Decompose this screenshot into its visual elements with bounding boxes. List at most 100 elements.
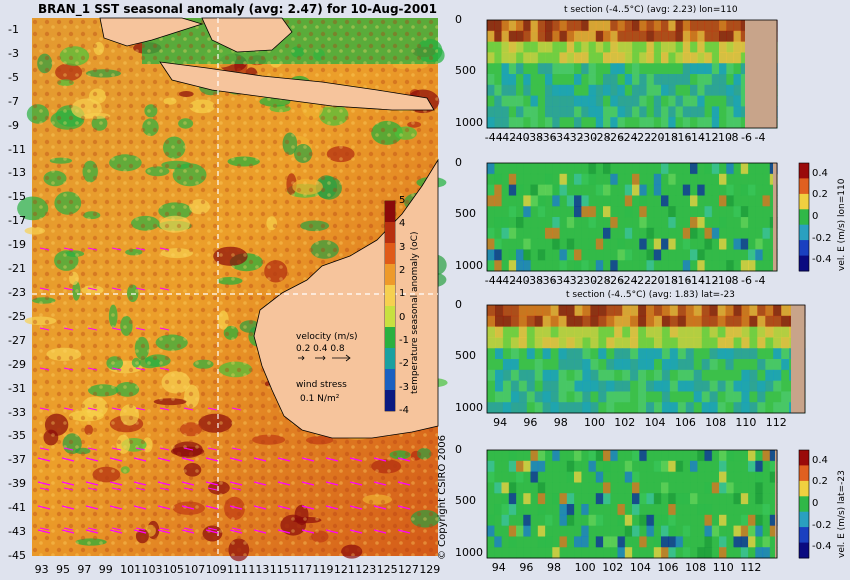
section-cell — [690, 206, 698, 218]
section-cell — [762, 460, 771, 473]
section-cell — [697, 482, 706, 494]
wind-vector — [157, 529, 171, 534]
section-cell — [654, 391, 663, 403]
section-cell — [755, 471, 764, 483]
section-cell — [624, 504, 633, 516]
section-cell — [510, 305, 520, 317]
section-cell — [661, 369, 671, 382]
section-cell — [719, 482, 727, 494]
section-cell — [508, 460, 517, 473]
section-cell — [740, 52, 749, 64]
wind-vector — [159, 287, 170, 291]
section-cell — [704, 493, 713, 505]
section-cell — [603, 525, 611, 537]
section-cell — [726, 30, 735, 43]
section-colorbar-segment — [799, 193, 809, 210]
section-cell — [661, 482, 669, 494]
section-cell — [697, 41, 706, 53]
section-cell — [610, 471, 619, 483]
section-cell — [675, 471, 684, 483]
section-cell — [574, 217, 582, 229]
section-xtick: -14 — [687, 274, 706, 287]
section-cell — [704, 482, 713, 494]
section-cell — [510, 326, 520, 338]
section-cell — [639, 41, 648, 53]
section-cell — [614, 359, 623, 371]
section-cell — [726, 547, 735, 559]
section-cell — [581, 206, 590, 218]
section-cell — [588, 260, 597, 272]
section-cell — [588, 249, 597, 261]
section-cell — [704, 63, 713, 75]
section-cell — [669, 348, 679, 360]
section-cell — [709, 380, 718, 392]
section-cell — [530, 30, 539, 43]
section-cell — [682, 20, 691, 32]
section-cell — [501, 227, 510, 240]
section-cell — [762, 173, 771, 186]
wind-vector — [37, 481, 51, 486]
section-cell — [508, 227, 517, 240]
section-cell — [530, 227, 539, 240]
section-cell — [494, 217, 503, 229]
section-cell — [725, 348, 734, 360]
section-cell — [733, 547, 742, 559]
section-cell — [566, 460, 575, 473]
section-cell — [668, 238, 677, 250]
section-cell — [617, 249, 626, 261]
section-cell — [588, 460, 597, 473]
section-cell — [675, 30, 684, 43]
wind-vector — [229, 529, 243, 534]
section-cell — [595, 547, 604, 559]
wind-vector — [397, 505, 411, 510]
section-cell — [574, 227, 582, 240]
section-cell — [508, 482, 517, 494]
section-cell — [653, 525, 662, 537]
section-cell — [526, 402, 536, 414]
section-cell — [726, 63, 735, 75]
section-cell — [516, 450, 524, 462]
section-cell — [653, 106, 662, 118]
section-cell — [566, 238, 575, 250]
section-cell — [709, 305, 718, 317]
section-cell — [566, 260, 575, 272]
section-cell — [487, 74, 495, 86]
section-cell — [675, 514, 684, 527]
wind-vector — [111, 527, 122, 531]
section-frame — [486, 304, 806, 414]
section-cell — [603, 20, 611, 32]
section-cell — [610, 482, 619, 494]
section-cell — [545, 52, 553, 64]
section-cell — [582, 348, 591, 360]
section-cell — [552, 471, 561, 483]
section-cell — [624, 547, 633, 559]
section-ytick: 0 — [455, 298, 462, 311]
section-cell — [622, 359, 631, 371]
section-cell — [726, 525, 735, 537]
section-cell — [617, 30, 626, 43]
land-indonesia-west — [99, 17, 204, 47]
section-cell — [495, 305, 504, 317]
section-cell — [669, 326, 679, 338]
section-cell — [740, 536, 749, 548]
map-colorbar-label: temperature seasonal anomaly (oC) — [410, 231, 420, 394]
section-cell — [697, 238, 706, 250]
section-cell — [590, 391, 599, 403]
section-cell — [574, 369, 583, 382]
section-cell — [740, 249, 749, 261]
section-cell — [614, 337, 623, 349]
wind-vector — [87, 327, 98, 331]
section-cell — [494, 227, 503, 240]
section-cell — [508, 106, 517, 118]
section-cell — [508, 493, 517, 505]
section-cell — [545, 117, 553, 129]
section-cell — [487, 391, 496, 403]
map-colorbar-tick: -2 — [399, 358, 409, 370]
section-cell — [748, 547, 756, 559]
section-cell — [624, 74, 633, 86]
section-cell — [675, 52, 684, 64]
section-cell — [632, 249, 640, 261]
section-cell — [624, 206, 633, 218]
section-cell — [559, 547, 568, 559]
section-cell — [726, 117, 735, 129]
